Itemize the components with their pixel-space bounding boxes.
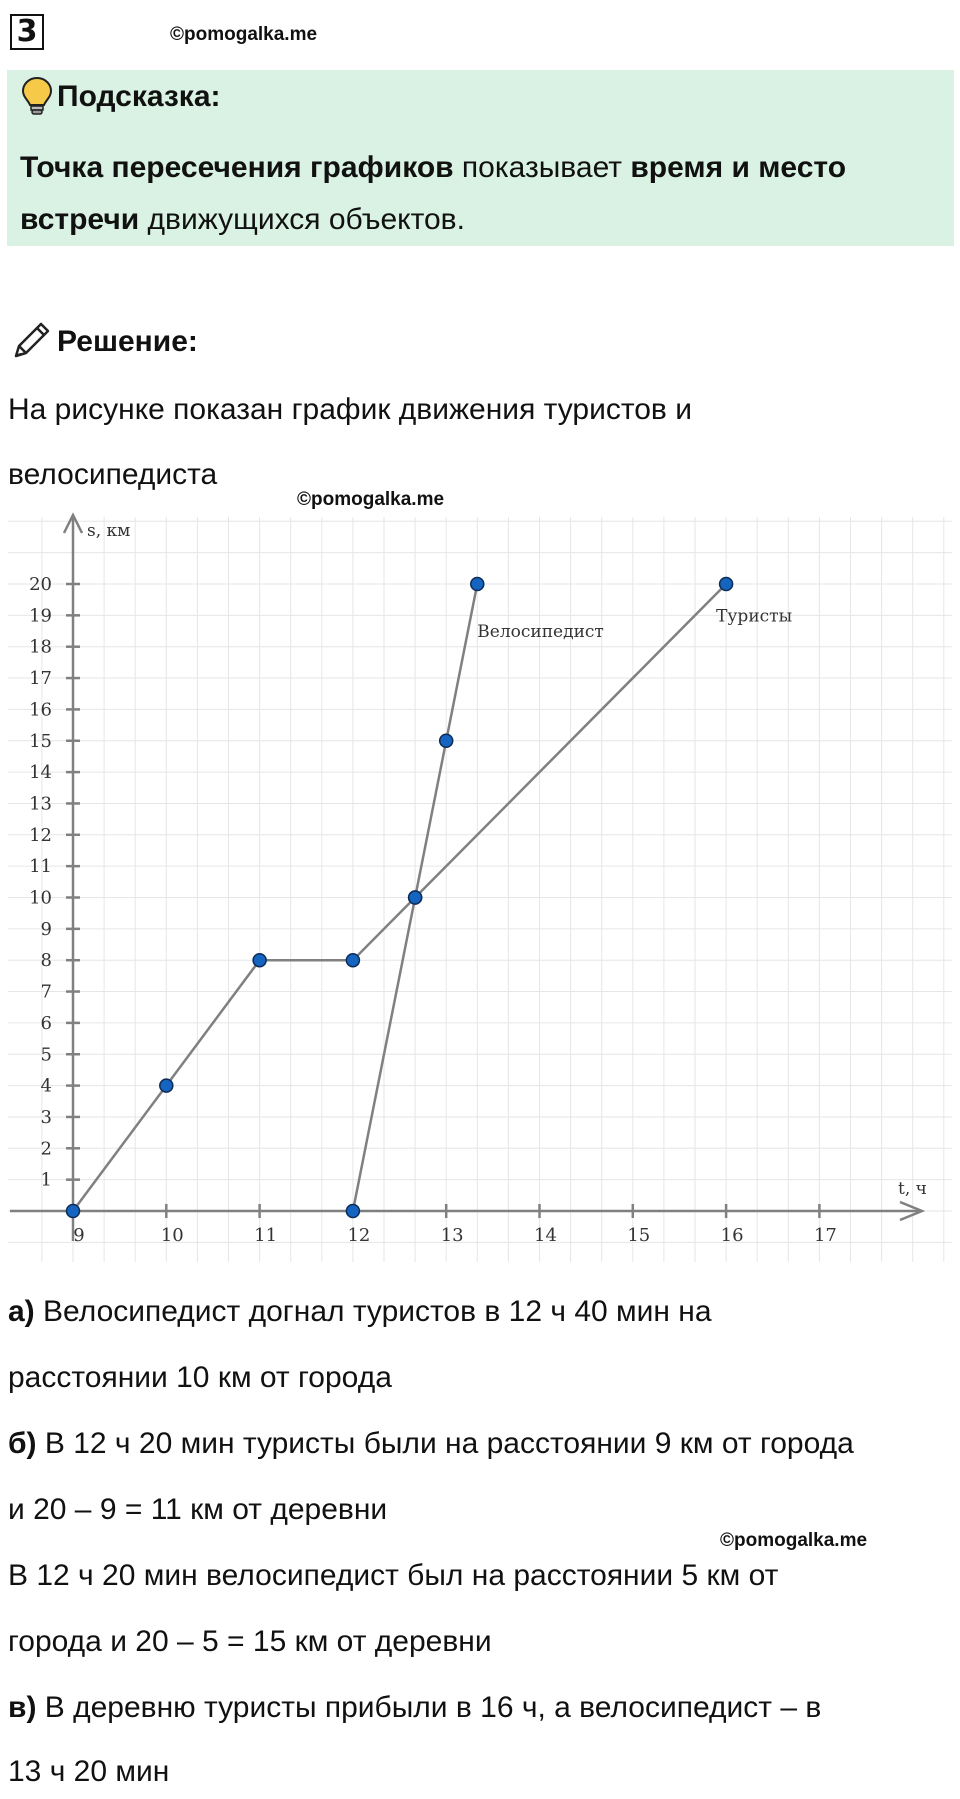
chart-markers <box>65 576 734 1219</box>
answer-v-line-2: 13 ч 20 мин <box>8 1755 170 1788</box>
y-tick-label: 1 <box>41 1170 52 1191</box>
data-point <box>345 952 361 968</box>
y-tick-label: 5 <box>41 1044 52 1065</box>
motion-chart: 9 10 11 12 13 14 15 16 1712345678910111213141516… <box>8 512 952 1262</box>
x-tick-label: 13 <box>441 1225 464 1246</box>
data-point <box>438 733 454 748</box>
x-axis-label: t, ч <box>898 1179 927 1199</box>
hint-box <box>7 70 954 246</box>
answer-b-line-1: б) В 12 ч 20 мин туристы были на расстоя… <box>8 1424 854 1464</box>
series-label-cyclist: Велосипедист <box>477 622 604 642</box>
x-tick-label: 15 <box>627 1225 650 1246</box>
y-tick-label: 10 <box>29 888 52 909</box>
y-tick-label: 15 <box>29 731 52 752</box>
series-line-0 <box>71 583 727 1212</box>
y-tick-label: 8 <box>41 950 52 971</box>
chart-ticks: 9 10 11 12 13 14 15 16 1712345678910111213141516… <box>29 574 837 1246</box>
y-tick-label: 16 <box>29 699 52 720</box>
y-tick-label: 19 <box>29 605 52 626</box>
data-point <box>65 1203 81 1219</box>
y-tick-label: 14 <box>29 762 52 783</box>
data-point <box>252 952 267 968</box>
task-number: 3 <box>10 14 44 50</box>
data-point <box>345 1203 361 1219</box>
hint-title: Подсказка: <box>57 80 221 113</box>
intro-line-2: велосипедиста <box>8 458 218 491</box>
x-tick-label: 16 <box>721 1225 744 1246</box>
data-point <box>718 576 734 592</box>
y-tick-label: 7 <box>41 982 52 1003</box>
series-label-tourists: Туристы <box>716 606 792 626</box>
answer-v-text: В деревню туристы прибыли в 16 ч, а вело… <box>36 1691 822 1724</box>
chart-lines <box>71 583 727 1212</box>
answer-b-line-3: В 12 ч 20 мин велосипедист был на рассто… <box>8 1559 779 1592</box>
answer-a-text: Велосипедист догнал туристов в 12 ч 40 м… <box>34 1295 712 1328</box>
y-tick-label: 2 <box>41 1138 52 1159</box>
answer-b-label: б) <box>8 1427 37 1460</box>
lightbulb-icon <box>21 76 53 115</box>
y-tick-label: 20 <box>29 574 52 595</box>
y-tick-label: 17 <box>29 668 52 689</box>
y-tick-label: 9 <box>41 919 52 940</box>
chart-grid <box>8 517 952 1262</box>
answer-b-line-4: города и 20 – 5 = 15 км от деревни <box>8 1625 492 1658</box>
x-tick-label: 17 <box>814 1225 837 1246</box>
hint-bold-1: Точка пересечения графиков <box>20 151 454 184</box>
hint-bold-2: время и место встречи <box>20 151 847 236</box>
x-tick-label: 12 <box>347 1225 370 1246</box>
pencil-icon <box>14 322 50 358</box>
x-axis-arrow <box>899 1200 926 1222</box>
answer-b-line-2: и 20 – 9 = 11 км от деревни <box>8 1493 388 1526</box>
hint-text-1: показывает <box>453 151 631 184</box>
answer-a-line-1: а) Велосипедист догнал туристов в 12 ч 4… <box>8 1292 712 1332</box>
y-tick-label: 18 <box>29 637 52 658</box>
y-tick-label: 3 <box>41 1107 52 1128</box>
answer-v-line-1: в) В деревню туристы прибыли в 16 ч, а в… <box>8 1688 821 1728</box>
x-tick-label: 14 <box>534 1225 557 1246</box>
answer-a-label: а) <box>8 1295 35 1328</box>
y-tick-label: 6 <box>41 1013 52 1034</box>
y-axis-arrow <box>62 512 84 534</box>
x-tick-label: 10 <box>161 1225 184 1246</box>
hint-text: Точка пересечения графиков показывает вр… <box>20 142 940 246</box>
answer-b-text: В 12 ч 20 мин туристы были на расстоянии… <box>36 1427 854 1460</box>
data-point <box>470 576 485 592</box>
y-tick-label: 11 <box>29 856 52 877</box>
y-tick-label: 12 <box>29 825 52 846</box>
x-tick-label: 11 <box>254 1225 277 1246</box>
watermark: ©pomogalka.me <box>170 24 318 45</box>
y-tick-label: 4 <box>41 1076 52 1097</box>
watermark-bottom: ©pomogalka.me <box>720 1530 868 1551</box>
hint-text-2: движущихся объектов. <box>139 203 465 236</box>
x-tick-label: 9 <box>73 1225 84 1246</box>
series-line-1 <box>351 583 479 1212</box>
y-axis-label: s, км <box>87 521 130 541</box>
answer-a-line-2: расстоянии 10 км от города <box>8 1361 392 1394</box>
watermark-chart: ©pomogalka.me <box>297 489 445 510</box>
data-point <box>407 890 423 905</box>
data-point <box>159 1078 174 1093</box>
chart-axes <box>10 512 926 1241</box>
intro-line-1: На рисунке показан график движения турис… <box>8 393 692 426</box>
solution-title: Решение: <box>57 325 198 358</box>
answer-v-label: в) <box>8 1691 37 1724</box>
y-tick-label: 13 <box>29 793 52 814</box>
